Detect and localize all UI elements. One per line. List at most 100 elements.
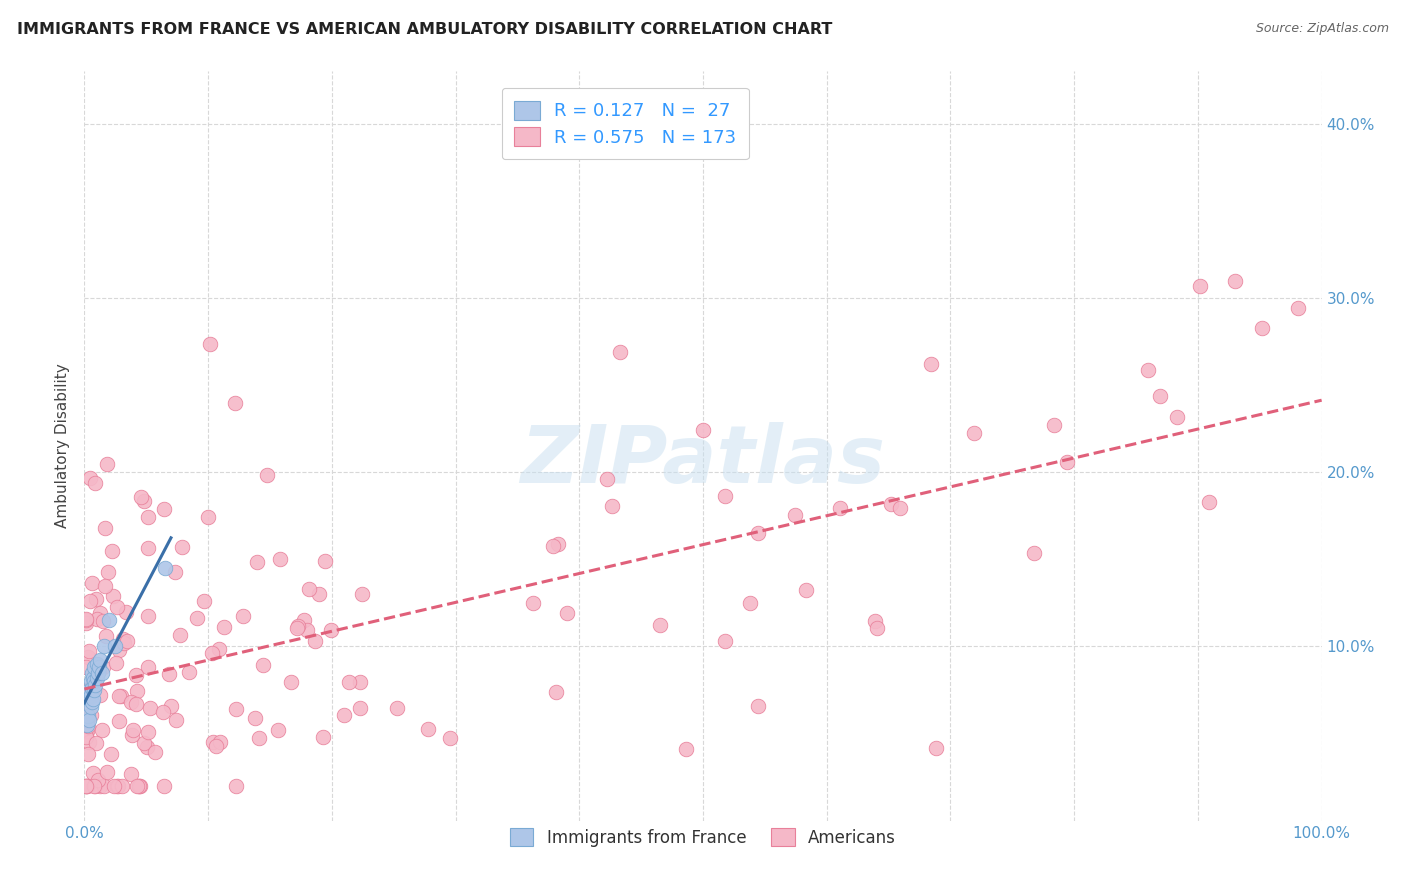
Point [225, 702, 247, 716]
Point [256, 468, 278, 483]
Point [139, 700, 162, 714]
Point [77, 719, 100, 733]
Point [86, 657, 108, 671]
Point [103, 779, 125, 793]
Point [349, 701, 371, 715]
Point [79, 713, 101, 727]
Point [201, 646, 224, 660]
Point [82, 671, 104, 685]
Point [292, 613, 315, 627]
Point [208, 641, 231, 656]
Point [125, 668, 148, 682]
Point [129, 490, 152, 504]
Point [783, 508, 806, 523]
Point [186, 610, 208, 624]
Point [602, 499, 624, 513]
Point [159, 698, 181, 713]
Point [609, 344, 631, 359]
Point [1149, 389, 1171, 403]
Point [269, 551, 291, 566]
Point [522, 596, 544, 610]
Point [153, 779, 176, 793]
Point [209, 735, 232, 749]
Point [83, 660, 105, 674]
Point [80, 708, 103, 723]
Point [304, 634, 326, 648]
Point [77, 735, 100, 749]
Point [136, 725, 159, 739]
Point [125, 779, 148, 793]
Point [252, 657, 274, 672]
Point [79, 682, 101, 697]
Point [80, 695, 103, 709]
Point [107, 643, 129, 657]
Point [193, 594, 215, 608]
Point [555, 606, 578, 620]
Point [96, 765, 118, 780]
Point [1189, 279, 1212, 293]
Point [75, 713, 97, 727]
Point [152, 705, 174, 719]
Point [77, 709, 100, 723]
Point [866, 621, 889, 635]
Point [77, 747, 100, 761]
Point [295, 624, 318, 638]
Point [75, 729, 97, 743]
Point [90, 665, 112, 680]
Point [89, 660, 111, 674]
Point [544, 684, 567, 698]
Point [84, 779, 107, 793]
Point [87, 773, 110, 788]
Point [212, 620, 235, 634]
Point [86, 671, 108, 685]
Point [75, 613, 97, 627]
Point [83, 674, 105, 689]
Point [86, 611, 108, 625]
Point [1198, 495, 1220, 509]
Point [84, 592, 107, 607]
Point [1225, 274, 1247, 288]
Point [650, 618, 672, 632]
Point [169, 628, 191, 642]
Point [350, 587, 373, 601]
Point [94, 521, 117, 535]
Point [1136, 363, 1159, 377]
Point [75, 779, 97, 793]
Point [225, 779, 247, 793]
Point [267, 723, 290, 738]
Point [89, 653, 111, 667]
Point [321, 623, 343, 637]
Legend: Immigrants from France, Americans: Immigrants from France, Americans [503, 822, 903, 854]
Point [924, 740, 946, 755]
Point [134, 736, 156, 750]
Point [83, 665, 105, 679]
Point [547, 537, 569, 551]
Point [136, 608, 159, 623]
Point [82, 691, 104, 706]
Point [165, 713, 187, 727]
Point [136, 739, 159, 754]
Point [285, 622, 308, 636]
Point [75, 779, 97, 793]
Point [740, 596, 762, 610]
Point [714, 489, 737, 503]
Point [76, 718, 98, 732]
Point [94, 579, 117, 593]
Point [865, 614, 887, 628]
Point [83, 779, 105, 793]
Point [120, 695, 142, 709]
Point [889, 501, 911, 516]
Point [75, 731, 97, 745]
Point [128, 779, 150, 793]
Point [93, 779, 115, 793]
Point [232, 609, 254, 624]
Point [349, 674, 371, 689]
Point [100, 747, 122, 761]
Point [115, 605, 138, 619]
Point [79, 594, 101, 608]
Point [128, 779, 150, 793]
Point [129, 779, 152, 793]
Point [1166, 409, 1188, 424]
Point [89, 663, 111, 677]
Point [79, 688, 101, 702]
